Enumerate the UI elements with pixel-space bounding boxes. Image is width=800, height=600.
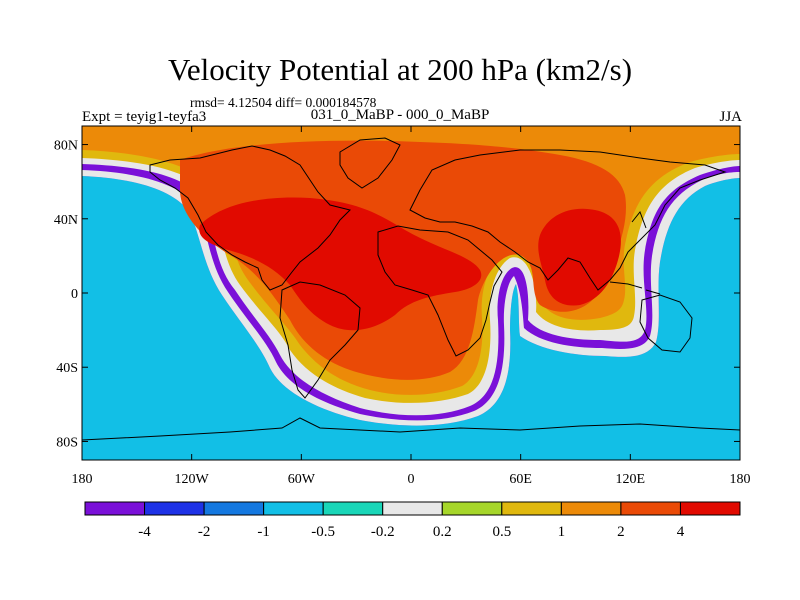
colorbar-swatch [322,501,384,516]
colorbar-label: -4 [138,524,151,540]
coast-africa [377,225,503,357]
colorbar-swatch [382,501,443,516]
colorbar-label: -1 [257,524,270,540]
colorbar-label: 0.2 [433,524,452,540]
coastlines [82,137,740,441]
experiment-label: Expt = teyig1-teyfa3 [82,109,207,125]
colorbar-label: 1 [558,524,566,540]
coast-eurasia [409,149,727,291]
coast-antarctica [82,417,740,441]
coast-australia [639,294,693,353]
coast-indonesia [609,281,661,295]
contour-cyan [82,176,740,460]
coast-greenland [339,137,401,189]
lat-tick-label: 80S [56,435,78,450]
lon-tick-label: 180 [72,472,93,487]
colorbar-swatch [620,501,681,516]
contour-red-west [199,197,482,331]
season-label: JJA [719,109,742,125]
colorbar-label: 4 [677,524,685,540]
lon-tick-label: 60W [288,472,316,487]
lat-tick-label: 80N [54,139,78,154]
colorbar-label: 2 [617,524,625,540]
colorbar-swatch [501,501,562,516]
colorbar-swatch [203,501,265,516]
lon-tick-label: 120W [175,472,210,487]
coast-north-america [149,145,351,291]
coast-japan [631,211,647,229]
contour-fill [82,126,740,460]
colorbar-swatch [560,501,622,516]
colorbar-label: -2 [198,524,211,540]
lon-tick-label: 60E [509,472,532,487]
lon-tick-label: 120E [616,472,646,487]
contour-red-east [538,208,621,306]
colorbar-label: 0.5 [492,524,511,540]
plot-title: Velocity Potential at 200 hPa (km2/s) [167,52,633,87]
lat-tick-label: 40N [54,213,78,228]
colorbar-swatch [144,501,205,516]
lon-tick-label: 180 [730,472,751,487]
lon-tick-label: 0 [408,472,415,487]
experiment-name: 031_0_MaBP - 000_0_MaBP [310,107,490,123]
colorbar-label: -0.2 [371,524,395,540]
colorbar-swatch [263,501,324,516]
lat-tick-label: 40S [56,361,78,376]
stats-label: rmsd= 4.12504 diff= 0.000184578 [190,95,377,110]
colorbar: -4 -2 -1 -0.5 -0.2 0.2 0.5 1 2 4 [84,501,741,540]
colorbar-swatch [679,501,741,516]
colorbar-swatch [441,501,503,516]
colorbar-swatch [84,501,146,516]
lat-tick-label: 0 [71,287,78,302]
coast-south-america [279,281,361,399]
colorbar-label: -0.5 [311,524,335,540]
axis-ticks: 80N 40N 0 40S 80S 180 120W 60W 0 60E 120E 180 [54,126,751,487]
